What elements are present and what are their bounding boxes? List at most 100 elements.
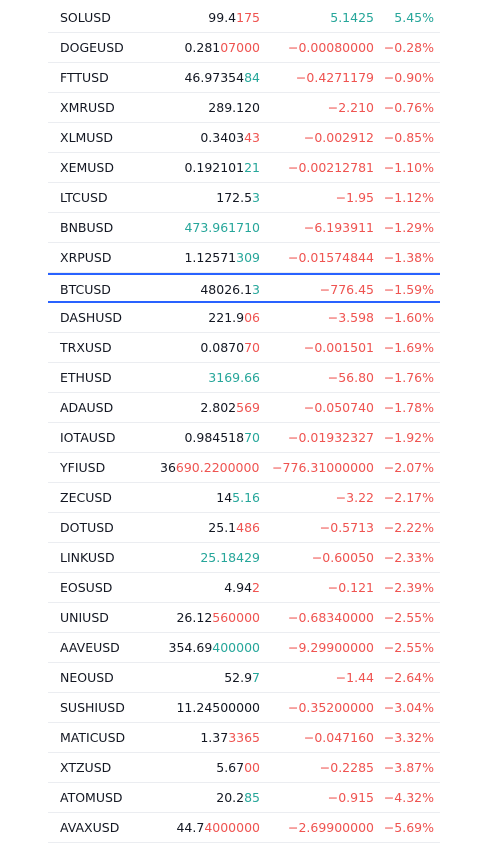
price: 25.18429 (160, 543, 260, 573)
price-base: 4.94 (224, 580, 253, 595)
price-tail: 690.2200000( (175, 460, 260, 475)
change-percent: −4.32% (383, 790, 434, 805)
change-percent: −1.38% (383, 250, 434, 265)
symbol: ETHUSD (60, 370, 112, 385)
symbol: ATOMUSD (60, 790, 123, 805)
price-base: 52.9 (224, 670, 253, 685)
quote-row[interactable]: IOTAUSD 0.98451870 −0.01932327 −1.92% (48, 423, 440, 453)
quote-row[interactable]: LTCUSD 172.53 −1.95 −1.12% (48, 183, 440, 213)
quote-row[interactable]: XRPUSD 1.12571309 −0.01574844 −1.38% (48, 243, 440, 273)
price-base: 36 (160, 460, 176, 475)
quote-row[interactable]: ZECUSD 145.16 −3.22 −2.17% (48, 483, 440, 513)
price: 3169.66 (160, 363, 260, 393)
symbol: BTCUSD (60, 282, 111, 297)
quote-row[interactable]: XTZUSD 5.6700 −0.2285 −3.87% (48, 753, 440, 783)
price: 4.942 (160, 573, 260, 603)
quote-row[interactable]: AAVEUSD 354.69400000 −9.29900000 −2.55% (48, 633, 440, 663)
price-tail: 486 (236, 520, 260, 535)
quote-row[interactable]: BTCUSD 48026.13 −776.45 −1.59% (48, 273, 440, 303)
symbol: SUSHIUSD (60, 700, 125, 715)
symbol: UNIUSD (60, 610, 109, 625)
price-base: 172.5 (216, 190, 253, 205)
price-tail: 25.18429 (200, 550, 260, 565)
price-base: 25.1 (208, 520, 237, 535)
change-percent: −0.76% (383, 100, 434, 115)
price-tail: 00 (244, 760, 260, 775)
change-percent: −0.28% (383, 40, 434, 55)
quote-row[interactable]: NEOUSD 52.97 −1.44 −2.64% (48, 663, 440, 693)
quote-row[interactable]: BNBUSD 473.961710 −6.193911 −1.29% (48, 213, 440, 243)
quote-row[interactable]: ETHUSD 3169.66 −56.80 −1.76% (48, 363, 440, 393)
change: −0.01932327 (287, 430, 374, 445)
price-base: 0.3403 (200, 130, 245, 145)
symbol: SOLUSD (60, 10, 111, 25)
quote-row[interactable]: AVAXUSD 44.74000000 −2.69900000 −5.69% (48, 813, 440, 843)
quote-row[interactable]: SOLUSD 99.4175 5.1425 5.45% (48, 3, 440, 33)
price: 1.373365 (160, 723, 260, 753)
quote-row[interactable]: XMRUSD 289.120 −2.210 −0.76% (48, 93, 440, 123)
price-tail: 06 (244, 310, 260, 325)
change-percent: −0.90% (383, 70, 434, 85)
change: −2.69900000 (287, 820, 374, 835)
quote-row[interactable]: MATICUSD 1.373365 −0.047160 −3.32% (48, 723, 440, 753)
change: −0.002912 (303, 130, 374, 145)
price-tail: 2 (252, 580, 260, 595)
change: −0.00212781 (287, 160, 374, 175)
price-tail: 400000 (212, 640, 260, 655)
quote-row[interactable]: ADAUSD 2.802569 −0.050740 −1.78% (48, 393, 440, 423)
quote-row[interactable]: SUSHIUSD 11.24500000 −0.35200000 −3.04% (48, 693, 440, 723)
quote-row[interactable]: XLMUSD 0.340343 −0.002912 −0.85% (48, 123, 440, 153)
symbol: XLMUSD (60, 130, 114, 145)
price: 99.4175 (160, 3, 260, 33)
price-tail: 5.16 (232, 490, 260, 505)
price-tail: 07000 (220, 40, 260, 55)
price-tail: 569 (236, 400, 260, 415)
price-base: 20.2 (216, 790, 245, 805)
quote-row[interactable]: LINKUSD 25.18429 −0.60050 −2.33% (48, 543, 440, 573)
price-base: 1.37 (200, 730, 229, 745)
price: 25.1486 (160, 513, 260, 543)
quote-row[interactable]: EOSUSD 4.942 −0.121 −2.39% (48, 573, 440, 603)
quote-row[interactable]: DOTUSD 25.1486 −0.5713 −2.22% (48, 513, 440, 543)
symbol: XTZUSD (60, 760, 112, 775)
change: −0.00080000 (287, 40, 374, 55)
symbol: ADAUSD (60, 400, 114, 415)
price: 0.19210121 (160, 153, 260, 183)
quote-row[interactable]: DOGEUSD 0.28107000 −0.00080000 −0.28% (48, 33, 440, 63)
change-percent: −3.87% (383, 760, 434, 775)
quote-row[interactable]: UNIUSD 26.12560000 −0.68340000 −2.55% (48, 603, 440, 633)
symbol: BNBUSD (60, 220, 114, 235)
change: −0.01574844 (287, 250, 374, 265)
price-tail: 3169.66 (208, 370, 260, 385)
quote-row[interactable]: ATOMUSD 20.285 −0.915 −4.32% (48, 783, 440, 813)
change: −0.5713 (319, 520, 374, 535)
change: −0.68340000 (287, 610, 374, 625)
price-base: 1.12571 (184, 250, 237, 265)
price-base: 44.7 (176, 820, 205, 835)
quote-row[interactable]: DASHUSD 221.906 −3.598 −1.60% (48, 303, 440, 333)
change: −776.31000000 (272, 460, 374, 475)
quote-row[interactable]: TRXUSD 0.087070 −0.001501 −1.69% (48, 333, 440, 363)
price-base: 11.24500000 (176, 700, 260, 715)
price-tail: 21 (244, 160, 260, 175)
price-tail: 84 (244, 70, 260, 85)
price: 0.98451870 (160, 423, 260, 453)
change: −2.210 (327, 100, 374, 115)
change: −0.2285 (319, 760, 374, 775)
price: 46.9735484 (160, 63, 260, 93)
quote-row[interactable]: YFIUSD 36690.2200000(−776.31000000 −2.07% (48, 453, 440, 483)
price-base: 14 (216, 490, 233, 505)
price: 0.087070 (160, 333, 260, 363)
change: 5.1425 (330, 10, 374, 25)
price: 5.6700 (160, 753, 260, 783)
quote-row[interactable]: XEMUSD 0.19210121 −0.00212781 −1.10% (48, 153, 440, 183)
price: 26.12560000 (160, 603, 260, 633)
price-tail: 43 (244, 130, 260, 145)
change: −0.001501 (303, 340, 374, 355)
quote-row[interactable]: FTTUSD 46.9735484 −0.4271179 −0.90% (48, 63, 440, 93)
price-tail: 473.961710 (184, 220, 260, 235)
price-base: 99.4 (208, 10, 237, 25)
symbol: IOTAUSD (60, 430, 116, 445)
change-percent: −2.22% (383, 520, 434, 535)
price: 11.24500000 (160, 693, 260, 723)
